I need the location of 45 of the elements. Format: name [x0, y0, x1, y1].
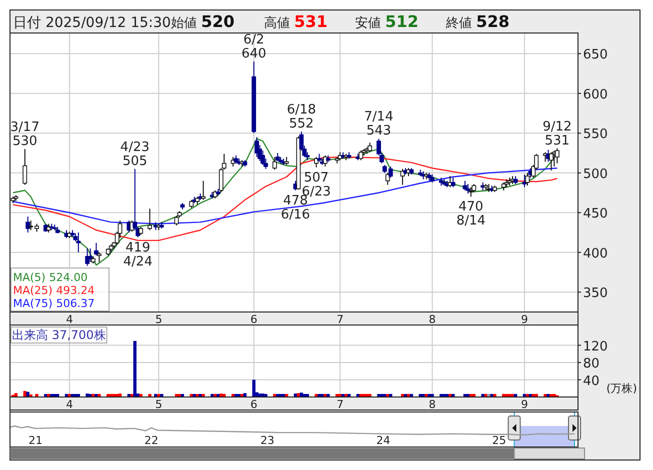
- annotation: 4/23 505: [120, 140, 150, 169]
- x-tick-label: 5: [155, 313, 162, 326]
- x-tick-label: 6: [250, 313, 258, 326]
- text: 終値 528: [445, 12, 510, 31]
- y-tick-label: 450: [583, 206, 608, 222]
- x-tick-label: 23: [260, 434, 274, 447]
- y-tick-label: 650: [583, 48, 608, 63]
- annotation: 9/12 531: [542, 119, 572, 148]
- text: 高値 531: [264, 12, 328, 31]
- chart-title: 出来高 37,700株: [12, 328, 106, 342]
- x-tick-label: 7: [336, 313, 344, 326]
- series-label: MA(5) 524.00: [13, 271, 88, 284]
- x-tick-label: 8: [428, 398, 436, 411]
- y-tick-label: 350: [583, 286, 608, 302]
- x-tick-label: 9: [520, 313, 528, 326]
- x-tick-label: 9: [520, 398, 528, 411]
- y-tick-label: 40: [583, 374, 600, 389]
- x-tick-label: 22: [144, 434, 158, 447]
- annotation: 3/17 530: [10, 120, 40, 150]
- annotation: 6/2 640: [241, 32, 266, 62]
- annotation: 470 8/14: [456, 200, 486, 229]
- text: 安値 512: [355, 12, 419, 31]
- text: MA(25) 493.24: [13, 284, 95, 297]
- x-tick-label: 21: [28, 434, 42, 447]
- y-axis-title: (万株): [606, 382, 637, 395]
- y-tick-label: 500: [583, 166, 608, 182]
- x-tick-label: 5: [155, 398, 162, 411]
- x-tick-label: 8: [428, 313, 436, 326]
- annotation: 6/18 552: [286, 102, 316, 132]
- x-tick-label: 4: [66, 398, 73, 411]
- y-tick-label: 120: [583, 339, 608, 354]
- annotation: 419 4/24: [123, 240, 152, 270]
- chart-title: 日付 2025/09/12 15:30: [13, 15, 171, 31]
- x-tick-label: 24: [376, 434, 390, 447]
- annotation: 7/14 543: [364, 110, 394, 139]
- y-tick-label: 600: [583, 87, 608, 102]
- y-tick-label: 550: [583, 127, 608, 142]
- y-tick-label: 80: [583, 356, 600, 372]
- x-tick-label: 4: [66, 313, 73, 326]
- text: 始値 520: [171, 12, 235, 31]
- x-tick-label: 7: [336, 398, 344, 411]
- text: MA(75) 506.37: [13, 297, 95, 310]
- x-tick-label: 6: [250, 398, 258, 411]
- x-tick-label: 25: [492, 434, 506, 447]
- y-tick-label: 400: [583, 246, 608, 262]
